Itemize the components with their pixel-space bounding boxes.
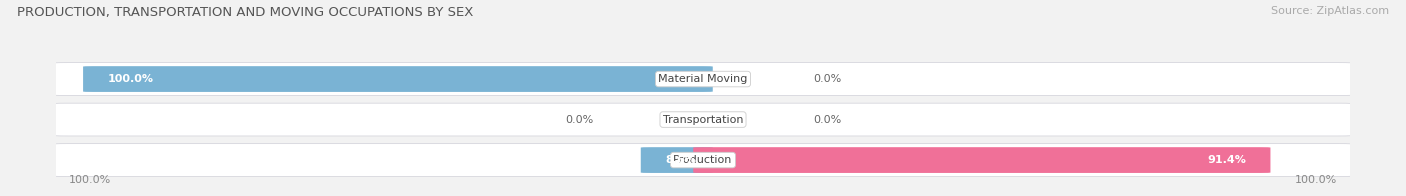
FancyBboxPatch shape	[51, 63, 1355, 95]
Text: PRODUCTION, TRANSPORTATION AND MOVING OCCUPATIONS BY SEX: PRODUCTION, TRANSPORTATION AND MOVING OC…	[17, 6, 474, 19]
FancyBboxPatch shape	[693, 147, 1271, 173]
Text: 0.0%: 0.0%	[565, 114, 593, 125]
Text: Production: Production	[673, 155, 733, 165]
Text: 100.0%: 100.0%	[107, 74, 153, 84]
Text: Transportation: Transportation	[662, 114, 744, 125]
Text: 100.0%: 100.0%	[69, 175, 111, 185]
Text: 8.6%: 8.6%	[665, 155, 696, 165]
FancyBboxPatch shape	[83, 66, 713, 92]
FancyBboxPatch shape	[641, 147, 713, 173]
Text: 0.0%: 0.0%	[813, 74, 841, 84]
FancyBboxPatch shape	[51, 103, 1355, 136]
Text: Source: ZipAtlas.com: Source: ZipAtlas.com	[1271, 6, 1389, 16]
Text: 91.4%: 91.4%	[1208, 155, 1246, 165]
Text: Material Moving: Material Moving	[658, 74, 748, 84]
FancyBboxPatch shape	[51, 144, 1355, 176]
Text: 0.0%: 0.0%	[813, 114, 841, 125]
Text: 100.0%: 100.0%	[1295, 175, 1337, 185]
